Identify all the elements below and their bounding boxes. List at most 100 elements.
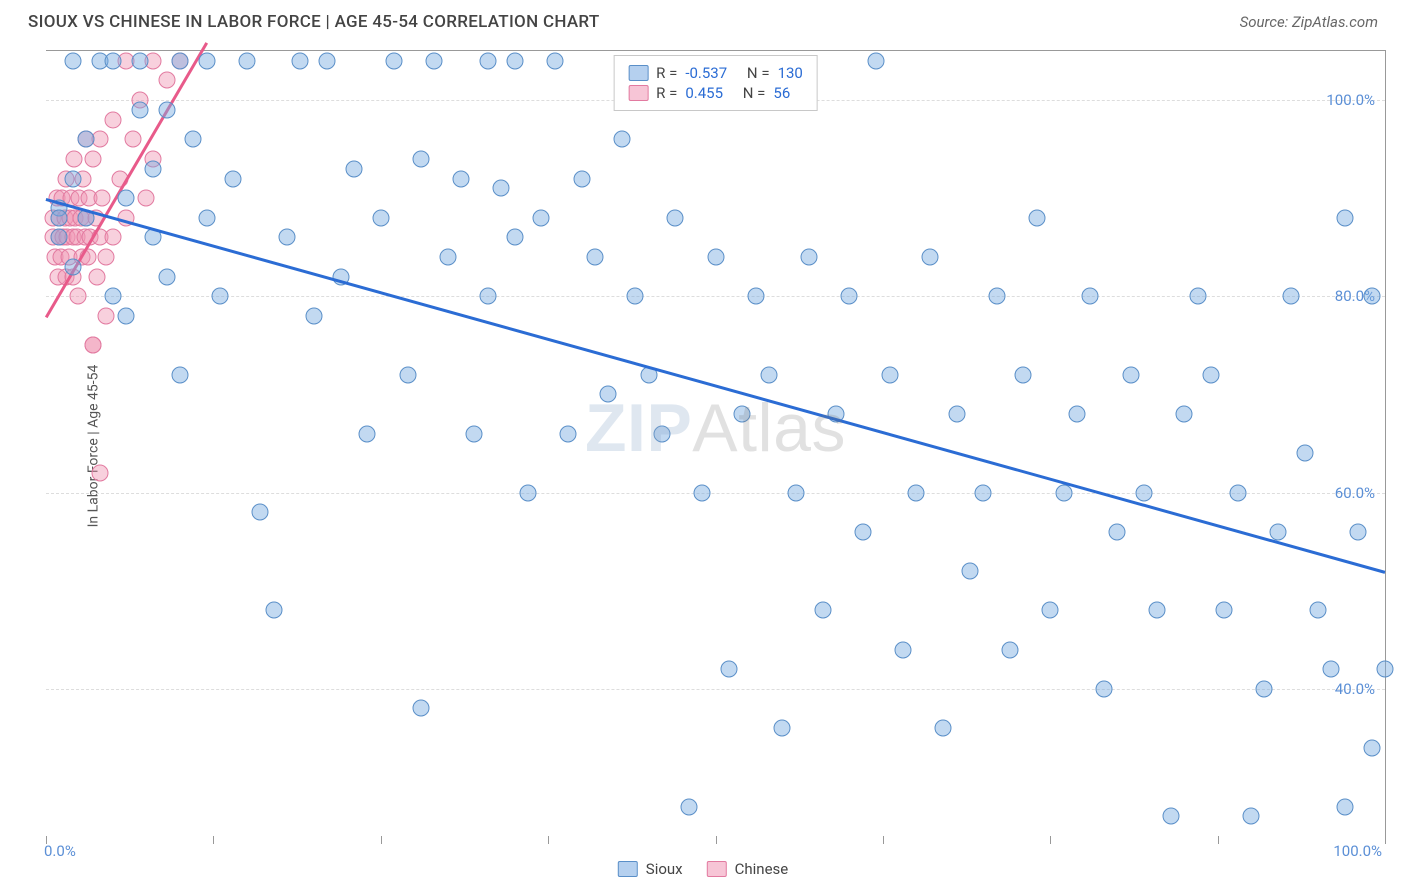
data-point bbox=[125, 131, 142, 148]
x-tick bbox=[213, 836, 214, 844]
x-tick bbox=[1050, 836, 1051, 844]
data-point bbox=[439, 249, 456, 266]
source-attribution: Source: ZipAtlas.com bbox=[1240, 13, 1378, 31]
data-point bbox=[1377, 661, 1394, 678]
legend-label-chinese: Chinese bbox=[735, 860, 789, 878]
data-point bbox=[185, 131, 202, 148]
r-value-chinese: 0.455 bbox=[685, 84, 723, 102]
data-point bbox=[1189, 288, 1206, 305]
data-point bbox=[1216, 602, 1233, 619]
data-point bbox=[1028, 209, 1045, 226]
data-point bbox=[399, 366, 416, 383]
data-point bbox=[1162, 808, 1179, 825]
data-point bbox=[198, 209, 215, 226]
data-point bbox=[466, 425, 483, 442]
data-point bbox=[1256, 680, 1273, 697]
gridline bbox=[46, 493, 1385, 494]
data-point bbox=[292, 52, 309, 69]
data-point bbox=[479, 288, 496, 305]
swatch-sioux-icon bbox=[628, 65, 648, 81]
data-point bbox=[78, 131, 95, 148]
legend-item-chinese: Chinese bbox=[707, 860, 789, 878]
chart-area: 40.0%60.0%80.0%100.0% ZIPAtlas R = -0.53… bbox=[46, 50, 1386, 836]
data-point bbox=[787, 484, 804, 501]
data-point bbox=[94, 190, 111, 207]
data-point bbox=[51, 229, 68, 246]
data-point bbox=[627, 288, 644, 305]
data-point bbox=[345, 160, 362, 177]
data-point bbox=[1296, 445, 1313, 462]
data-point bbox=[145, 160, 162, 177]
data-point bbox=[506, 229, 523, 246]
data-point bbox=[1269, 523, 1286, 540]
data-point bbox=[265, 602, 282, 619]
y-tick-label: 100.0% bbox=[1326, 91, 1375, 109]
data-point bbox=[774, 720, 791, 737]
data-point bbox=[453, 170, 470, 187]
r-value-sioux: -0.537 bbox=[685, 64, 727, 82]
data-point bbox=[868, 52, 885, 69]
data-point bbox=[212, 288, 229, 305]
data-point bbox=[1109, 523, 1126, 540]
data-point bbox=[961, 563, 978, 580]
data-point bbox=[841, 288, 858, 305]
data-point bbox=[84, 150, 101, 167]
data-point bbox=[104, 229, 121, 246]
gridline bbox=[46, 296, 1385, 297]
data-point bbox=[680, 798, 697, 815]
data-point bbox=[881, 366, 898, 383]
data-point bbox=[1363, 288, 1380, 305]
data-point bbox=[70, 288, 87, 305]
data-point bbox=[854, 523, 871, 540]
data-point bbox=[238, 52, 255, 69]
data-point bbox=[921, 249, 938, 266]
data-point bbox=[412, 700, 429, 717]
data-point bbox=[667, 209, 684, 226]
data-point bbox=[1243, 808, 1260, 825]
data-point bbox=[64, 258, 81, 275]
legend-label-sioux: Sioux bbox=[646, 860, 683, 878]
data-point bbox=[1122, 366, 1139, 383]
data-point bbox=[225, 170, 242, 187]
data-point bbox=[98, 249, 115, 266]
data-point bbox=[158, 268, 175, 285]
data-point bbox=[506, 52, 523, 69]
r-label: R = bbox=[656, 64, 677, 82]
data-point bbox=[1095, 680, 1112, 697]
data-point bbox=[131, 52, 148, 69]
data-point bbox=[84, 337, 101, 354]
data-point bbox=[171, 366, 188, 383]
data-point bbox=[158, 101, 175, 118]
n-value-sioux: 130 bbox=[778, 64, 803, 82]
data-point bbox=[372, 209, 389, 226]
data-point bbox=[1002, 641, 1019, 658]
data-point bbox=[386, 52, 403, 69]
data-point bbox=[198, 52, 215, 69]
y-tick-label: 40.0% bbox=[1335, 680, 1375, 698]
data-point bbox=[1135, 484, 1152, 501]
n-label: N = bbox=[743, 84, 766, 102]
data-point bbox=[560, 425, 577, 442]
data-point bbox=[98, 307, 115, 324]
data-point bbox=[935, 720, 952, 737]
data-point bbox=[1015, 366, 1032, 383]
data-point bbox=[600, 386, 617, 403]
data-point bbox=[64, 52, 81, 69]
chart-title: SIOUX VS CHINESE IN LABOR FORCE | AGE 45… bbox=[28, 12, 600, 32]
y-tick-label: 60.0% bbox=[1335, 484, 1375, 502]
n-value-chinese: 56 bbox=[773, 84, 790, 102]
data-point bbox=[426, 52, 443, 69]
data-point bbox=[801, 249, 818, 266]
swatch-sioux-icon bbox=[618, 861, 638, 877]
legend-row-sioux: R = -0.537 N = 130 bbox=[628, 64, 803, 82]
data-point bbox=[359, 425, 376, 442]
data-point bbox=[533, 209, 550, 226]
data-point bbox=[88, 268, 105, 285]
data-point bbox=[1350, 523, 1367, 540]
data-point bbox=[546, 52, 563, 69]
data-point bbox=[1069, 406, 1086, 423]
data-point bbox=[118, 307, 135, 324]
data-point bbox=[104, 288, 121, 305]
legend-row-chinese: R = 0.455 N = 56 bbox=[628, 84, 803, 102]
data-point bbox=[118, 190, 135, 207]
